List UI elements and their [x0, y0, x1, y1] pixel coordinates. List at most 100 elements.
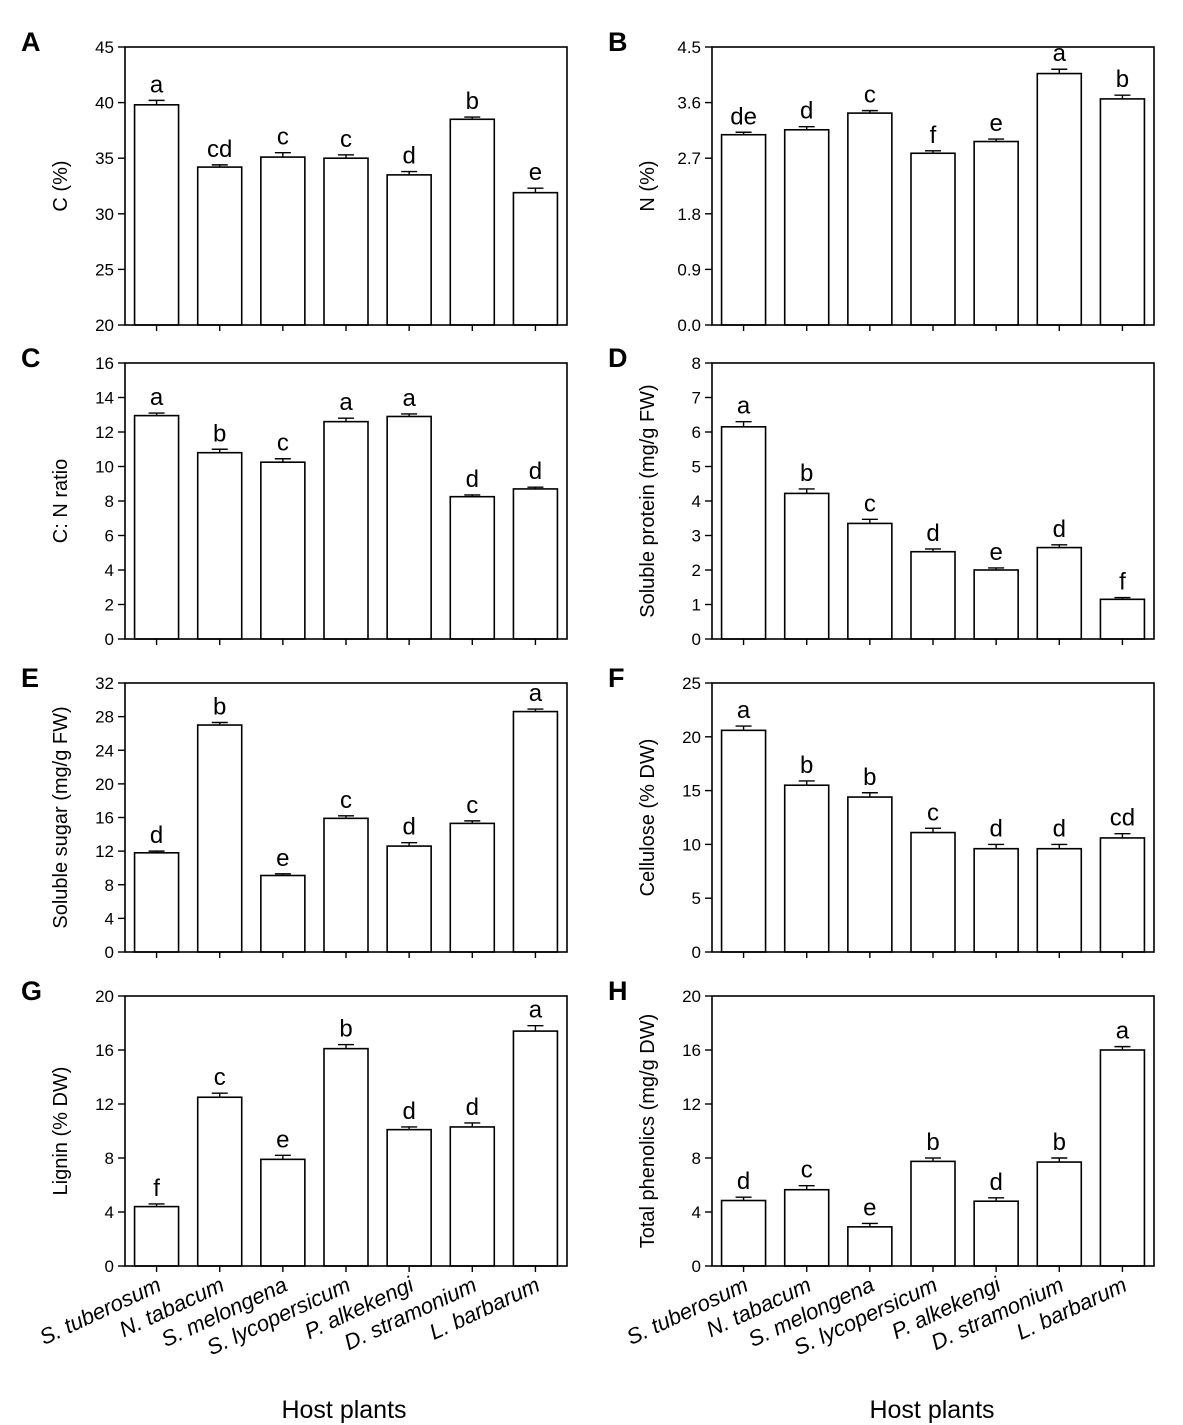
- x-axis-title-left: Host plants: [281, 1396, 406, 1424]
- significance-letter: a: [1053, 40, 1067, 67]
- bar: [783, 1188, 830, 1267]
- y-tick-label: 12: [95, 423, 114, 442]
- bar: [1036, 847, 1083, 953]
- y-tick-label: 5: [692, 889, 701, 908]
- significance-letter: c: [277, 124, 289, 151]
- panel-letter-a: A: [21, 27, 41, 57]
- y-tick-label: 4.5: [677, 38, 701, 57]
- bar: [323, 817, 369, 953]
- plot-frame-b: [711, 46, 1155, 326]
- panel-letter-e: E: [21, 663, 39, 693]
- y-tick-label: 20: [682, 728, 701, 747]
- y-tick-label: 4: [105, 909, 114, 928]
- significance-letter: a: [737, 697, 751, 724]
- y-tick-label: 4: [105, 1203, 114, 1222]
- y-tick-label: 15: [682, 782, 701, 801]
- significance-letter: d: [466, 466, 479, 493]
- y-tick-label: 24: [95, 741, 114, 760]
- bar: [1099, 1049, 1146, 1267]
- y-tick-label: 16: [682, 1041, 701, 1060]
- bar: [973, 569, 1019, 640]
- bar: [260, 156, 306, 326]
- y-tick-label: 20: [95, 775, 114, 794]
- bar: [386, 415, 432, 640]
- bar: [847, 1226, 893, 1267]
- bar: [783, 784, 830, 953]
- y-axis-label-f: Cellulose (% DW): [637, 739, 659, 897]
- y-tick-label: 4: [692, 492, 701, 511]
- bar: [847, 112, 893, 326]
- y-axis-label-h: Total phenolics (mg/g DW): [637, 1014, 659, 1249]
- significance-letter: d: [1053, 815, 1066, 842]
- significance-letter: d: [926, 520, 939, 547]
- y-tick-label: 5: [692, 458, 701, 477]
- bar: [133, 1205, 180, 1267]
- bar: [260, 874, 306, 953]
- significance-letter: e: [276, 845, 289, 872]
- bar: [1036, 546, 1083, 640]
- significance-letter: d: [466, 1094, 479, 1121]
- y-tick-label: 0: [692, 943, 701, 962]
- y-tick-label: 6: [692, 423, 701, 442]
- bar: [386, 1128, 432, 1267]
- bar: [386, 845, 432, 953]
- y-tick-label: 45: [95, 38, 114, 57]
- bar: [910, 550, 956, 640]
- significance-letter: de: [730, 103, 757, 130]
- plot-frame-c: [124, 362, 568, 640]
- bar: [133, 414, 180, 640]
- bar: [1099, 598, 1146, 640]
- y-tick-label: 40: [95, 94, 114, 113]
- significance-letter: e: [276, 1126, 289, 1153]
- significance-letter: a: [737, 393, 751, 420]
- bar: [720, 1199, 767, 1267]
- significance-letter: d: [529, 458, 542, 485]
- x-axis-title-right: Host plants: [869, 1396, 994, 1424]
- significance-letter: c: [277, 430, 289, 457]
- bar: [910, 152, 956, 326]
- significance-letter: d: [1053, 516, 1066, 543]
- panel-letter-c: C: [21, 343, 41, 373]
- y-tick-label: 6: [105, 527, 114, 546]
- bar: [512, 710, 559, 953]
- bar: [449, 822, 496, 953]
- significance-letter: d: [989, 815, 1002, 842]
- bar: [1036, 72, 1083, 326]
- significance-letter: a: [150, 71, 164, 98]
- significance-letter: d: [150, 822, 163, 849]
- y-tick-label: 25: [682, 674, 701, 693]
- y-tick-label: 10: [95, 458, 114, 477]
- y-tick-label: 8: [105, 492, 114, 511]
- bar: [323, 1047, 369, 1267]
- y-tick-label: 2: [692, 561, 701, 580]
- plot-frame-h: [711, 995, 1155, 1267]
- y-tick-label: 8: [692, 1149, 701, 1168]
- panel-letter-d: D: [608, 343, 628, 373]
- bar: [196, 166, 243, 326]
- bar: [133, 104, 180, 326]
- significance-letter: c: [466, 792, 478, 819]
- significance-letter: d: [800, 98, 813, 125]
- bar: [973, 847, 1019, 953]
- y-tick-label: 1.8: [677, 205, 701, 224]
- y-tick-label: 32: [95, 674, 114, 693]
- significance-letter: e: [529, 159, 542, 186]
- bar: [847, 796, 893, 953]
- plot-frame-e: [124, 682, 568, 953]
- bar: [973, 140, 1019, 326]
- significance-letter: d: [402, 143, 415, 170]
- bar: [449, 1126, 496, 1267]
- y-tick-label: 20: [95, 987, 114, 1006]
- y-tick-label: 3.6: [677, 94, 701, 113]
- bar: [1036, 1161, 1083, 1267]
- y-axis-label-e: Soluble sugar (mg/g FW): [50, 706, 72, 928]
- bar: [323, 157, 369, 326]
- bar: [720, 729, 767, 953]
- panel-c: C 0 2 4 6 8 10 12 14 16 C: N ratio a b c a a d d: [21, 343, 568, 649]
- y-tick-label: 8: [105, 1149, 114, 1168]
- y-axis-label-d: Soluble protein (mg/g FW): [637, 384, 659, 617]
- y-tick-label: 25: [95, 260, 114, 279]
